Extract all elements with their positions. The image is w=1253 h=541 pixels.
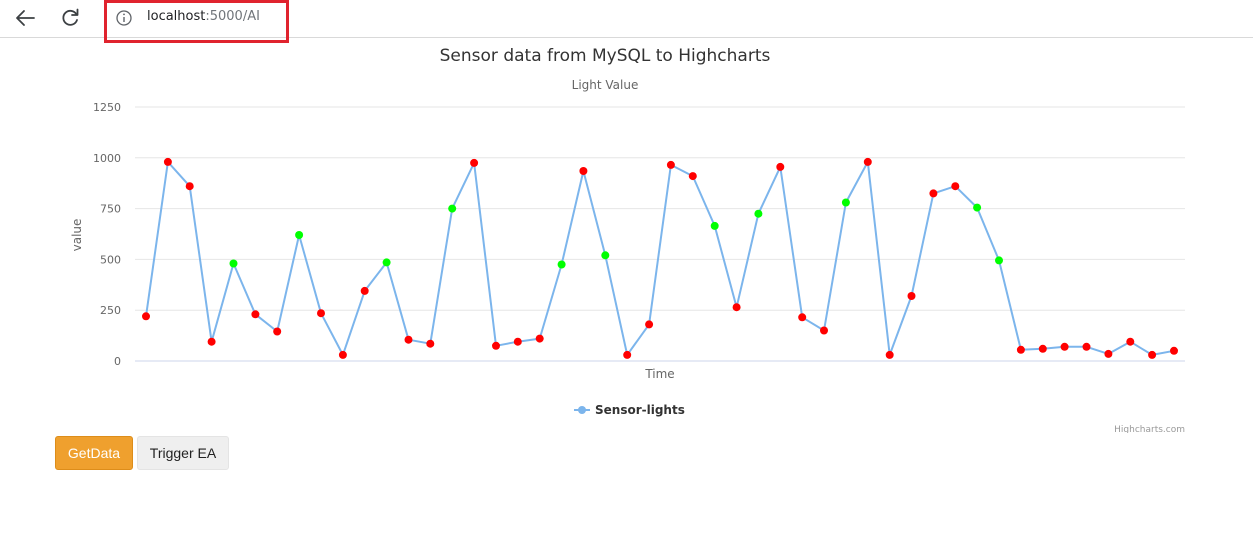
getdata-button[interactable]: GetData bbox=[55, 436, 133, 470]
back-button[interactable] bbox=[10, 4, 40, 32]
data-point[interactable] bbox=[382, 258, 391, 267]
y-tick-label: 750 bbox=[100, 203, 121, 216]
y-tick-label: 1000 bbox=[93, 152, 121, 165]
y-axis-ticks: 0 250 500 750 1000 1250 bbox=[93, 101, 121, 368]
trigger-ea-button[interactable]: Trigger EA bbox=[137, 436, 229, 470]
data-point[interactable] bbox=[535, 334, 544, 343]
data-point[interactable] bbox=[623, 350, 632, 359]
data-point[interactable] bbox=[317, 309, 325, 318]
data-point[interactable] bbox=[229, 259, 238, 268]
chart-title: Sensor data from MySQL to Highcharts bbox=[440, 46, 771, 66]
address-bar[interactable] bbox=[104, 0, 289, 43]
data-point[interactable] bbox=[885, 350, 894, 359]
data-point[interactable] bbox=[295, 231, 304, 239]
data-point[interactable] bbox=[1082, 342, 1091, 351]
data-point[interactable] bbox=[426, 339, 435, 348]
data-point[interactable] bbox=[666, 160, 675, 169]
legend-marker bbox=[578, 406, 586, 414]
data-point[interactable] bbox=[1060, 342, 1069, 351]
url-host: localhost bbox=[147, 9, 206, 24]
credits-link[interactable]: Highcharts.com bbox=[1114, 425, 1185, 433]
data-point[interactable] bbox=[1170, 346, 1178, 355]
data-point[interactable] bbox=[776, 162, 785, 171]
data-point[interactable] bbox=[360, 286, 369, 295]
data-point[interactable] bbox=[142, 312, 150, 321]
data-point[interactable] bbox=[951, 182, 960, 191]
data-points bbox=[142, 157, 1178, 359]
browser-toolbar: localhost:5000/AI bbox=[0, 0, 1253, 43]
data-point[interactable] bbox=[207, 337, 216, 346]
data-point[interactable] bbox=[645, 320, 654, 329]
grid-lines bbox=[135, 106, 1185, 311]
data-point[interactable] bbox=[863, 157, 872, 166]
reload-button[interactable] bbox=[55, 4, 85, 32]
legend[interactable]: Sensor-lights bbox=[574, 403, 685, 417]
legend-item-label[interactable]: Sensor-lights bbox=[595, 403, 685, 417]
url-path: :5000/AI bbox=[205, 9, 260, 24]
data-point[interactable] bbox=[732, 303, 741, 312]
data-point[interactable] bbox=[1126, 337, 1135, 346]
data-point[interactable] bbox=[579, 167, 588, 175]
data-point[interactable] bbox=[929, 189, 938, 198]
data-point[interactable] bbox=[1104, 349, 1113, 358]
data-point[interactable] bbox=[470, 158, 479, 167]
line-chart: Sensor data from MySQL to Highcharts Lig… bbox=[70, 46, 1185, 433]
series-line bbox=[145, 160, 1175, 356]
data-point[interactable] bbox=[754, 209, 763, 218]
data-point[interactable] bbox=[448, 204, 457, 213]
data-point[interactable] bbox=[973, 203, 982, 212]
data-point[interactable] bbox=[798, 313, 807, 322]
info-icon[interactable] bbox=[115, 9, 133, 27]
data-point[interactable] bbox=[1038, 344, 1047, 353]
data-point[interactable] bbox=[820, 326, 828, 335]
data-point[interactable] bbox=[185, 182, 194, 191]
data-point[interactable] bbox=[841, 198, 850, 207]
y-tick-label: 1250 bbox=[93, 101, 121, 114]
data-point[interactable] bbox=[273, 327, 282, 336]
data-point[interactable] bbox=[1148, 350, 1157, 359]
x-axis-title: Time bbox=[644, 367, 674, 381]
data-point[interactable] bbox=[557, 260, 566, 269]
y-tick-label: 250 bbox=[100, 304, 121, 317]
data-point[interactable] bbox=[404, 335, 413, 344]
data-point[interactable] bbox=[513, 337, 522, 346]
data-point[interactable] bbox=[163, 157, 172, 166]
data-point[interactable] bbox=[492, 341, 500, 350]
arrow-left-icon bbox=[16, 10, 35, 26]
url-text[interactable]: localhost:5000/AI bbox=[147, 9, 260, 24]
chart-subtitle: Light Value bbox=[572, 78, 639, 92]
y-axis-title: value bbox=[70, 219, 84, 252]
data-point[interactable] bbox=[907, 292, 916, 300]
reload-icon bbox=[62, 8, 79, 26]
data-point[interactable] bbox=[710, 221, 719, 230]
data-point[interactable] bbox=[251, 310, 260, 319]
y-tick-label: 0 bbox=[114, 355, 121, 368]
data-point[interactable] bbox=[601, 251, 610, 260]
data-point[interactable] bbox=[688, 172, 697, 181]
y-tick-label: 500 bbox=[100, 253, 121, 266]
data-point[interactable] bbox=[338, 350, 347, 359]
data-point[interactable] bbox=[995, 256, 1003, 265]
data-point[interactable] bbox=[1016, 345, 1025, 354]
